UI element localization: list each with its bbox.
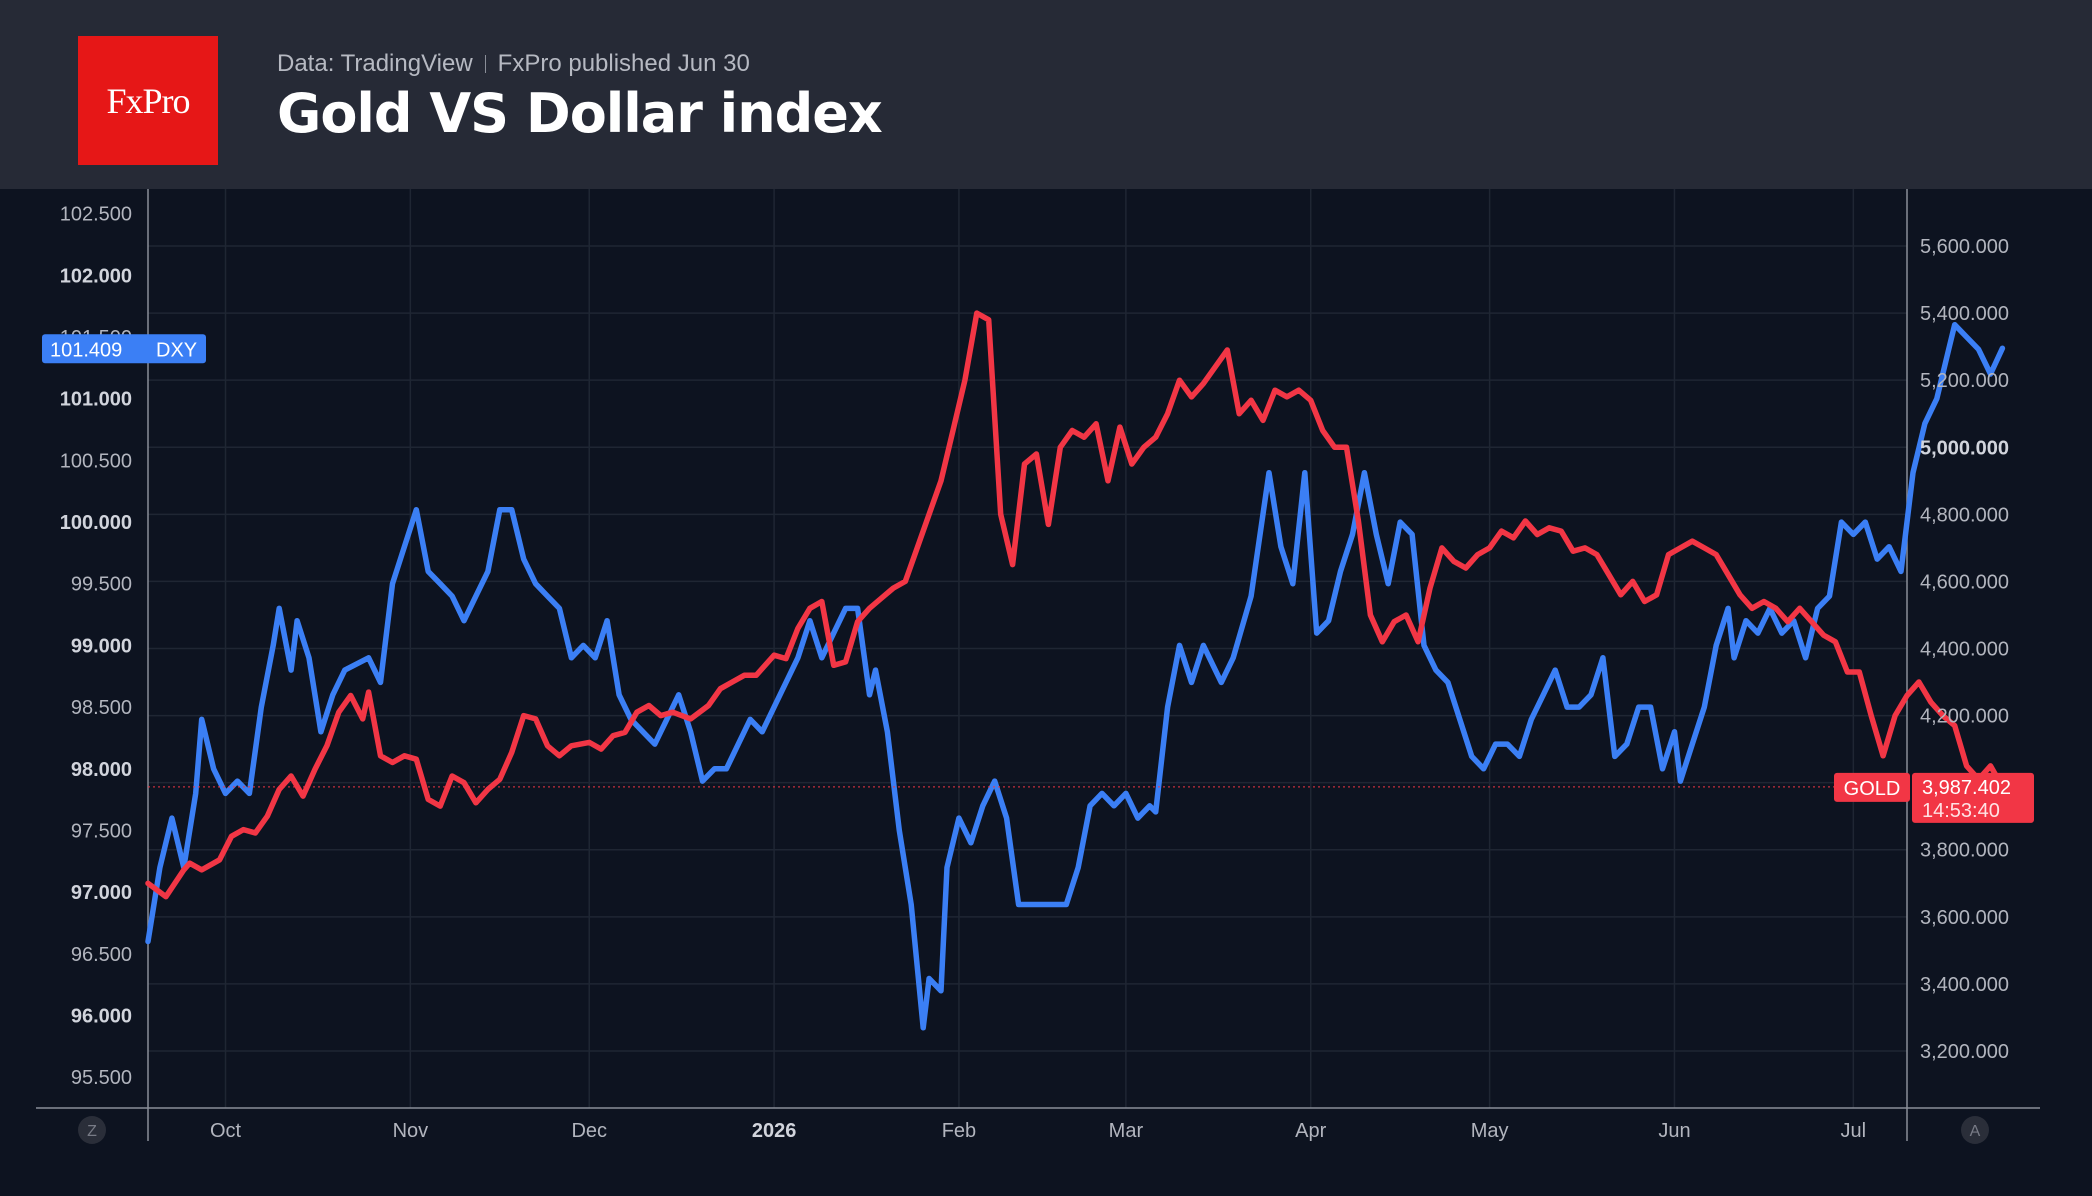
y-right-tick-label: 4,400.000 xyxy=(1920,639,2009,661)
corner-button-left[interactable] xyxy=(78,1116,106,1144)
gold-series-name: GOLD xyxy=(1844,778,1901,800)
gold-name-badge xyxy=(1834,772,1910,802)
y-left-tick-label: 98.500 xyxy=(71,697,132,719)
x-tick-label: Mar xyxy=(1109,1120,1144,1142)
y-right-tick-label: 4,200.000 xyxy=(1920,706,2009,728)
corner-button-label-left: Z xyxy=(87,1123,97,1140)
chart-header: FxPro Data: TradingView FxPro published … xyxy=(0,0,2092,189)
x-tick-label: Dec xyxy=(571,1120,607,1142)
y-right-tick-label: 3,200.000 xyxy=(1920,1041,2009,1063)
y-left-tick-label: 97.000 xyxy=(71,882,132,904)
series-line-gold xyxy=(145,310,2006,900)
y-left-tick-label: 101.000 xyxy=(60,389,132,411)
y-right-tick-label: 4,800.000 xyxy=(1920,504,2009,526)
x-tick-label: Nov xyxy=(393,1120,429,1142)
y-right-tick-label: 3,800.000 xyxy=(1920,840,2009,862)
y-right-tick-label: 4,600.000 xyxy=(1920,571,2009,593)
y-right-tick-label: 5,400.000 xyxy=(1920,303,2009,325)
y-left-tick-label: 102.500 xyxy=(60,204,132,226)
y-left-tick-label: 99.500 xyxy=(71,574,132,596)
gold-value-label: 3,987.402 xyxy=(1922,777,2011,799)
y-left-tick-label: 97.500 xyxy=(71,820,132,842)
plot-background xyxy=(0,189,2092,1196)
chart-area[interactable]: 101.500102.500102.000101.000100.500100.0… xyxy=(0,189,2092,1196)
gold-countdown-label: 14:53:40 xyxy=(1922,800,2000,822)
x-tick-label: Feb xyxy=(942,1120,976,1142)
dxy-series-name: DXY xyxy=(156,339,197,361)
y-right-tick-label: 5,000.000 xyxy=(1920,437,2009,459)
x-tick-label: 2026 xyxy=(752,1120,797,1142)
fxpro-logo: FxPro xyxy=(78,36,218,165)
y-left-tick-label: 102.000 xyxy=(60,265,132,287)
y-left-tick-label: 99.000 xyxy=(71,635,132,657)
y-left-tick-label: 96.500 xyxy=(71,944,132,966)
dxy-value-label: 101.409 xyxy=(50,339,122,361)
separator xyxy=(484,55,486,73)
x-tick-label: Apr xyxy=(1295,1120,1326,1142)
logo-text: FxPro xyxy=(106,80,190,121)
y-left-tick-label: 96.000 xyxy=(71,1005,132,1027)
chart-title: Gold VS Dollar index xyxy=(277,82,883,145)
grid xyxy=(0,189,2092,1196)
y-left-tick-label: 98.000 xyxy=(71,759,132,781)
y-left-tick-label: 100.500 xyxy=(60,450,132,472)
y-right-tick-label: 5,600.000 xyxy=(1920,236,2009,258)
source-line: Data: TradingView FxPro published Jun 30 xyxy=(277,50,750,78)
axis-labels: 101.500102.500102.000101.000100.500100.0… xyxy=(60,204,2009,1142)
data-source-label: Data: TradingView xyxy=(277,50,473,77)
corner-button-label-right: A xyxy=(1970,1123,1981,1140)
y-right-tick-label: 3,600.000 xyxy=(1920,907,2009,929)
dxy-value-badge xyxy=(42,334,206,364)
x-tick-label: Jul xyxy=(1841,1120,1867,1142)
y-left-tick-label: 95.500 xyxy=(71,1067,132,1089)
y-right-tick-label: 3,400.000 xyxy=(1920,974,2009,996)
x-tick-label: Jun xyxy=(1658,1120,1690,1142)
y-right-tick-label: 5,200.000 xyxy=(1920,370,2009,392)
gold-value-badge xyxy=(1912,772,2034,823)
series-line-dxy xyxy=(145,321,2006,1031)
x-tick-label: Oct xyxy=(210,1120,242,1142)
published-label: FxPro published Jun 30 xyxy=(497,50,750,77)
corner-button-right[interactable] xyxy=(1961,1116,1989,1144)
y-left-tick-label: 100.000 xyxy=(60,512,132,534)
x-tick-label: May xyxy=(1471,1120,1509,1142)
